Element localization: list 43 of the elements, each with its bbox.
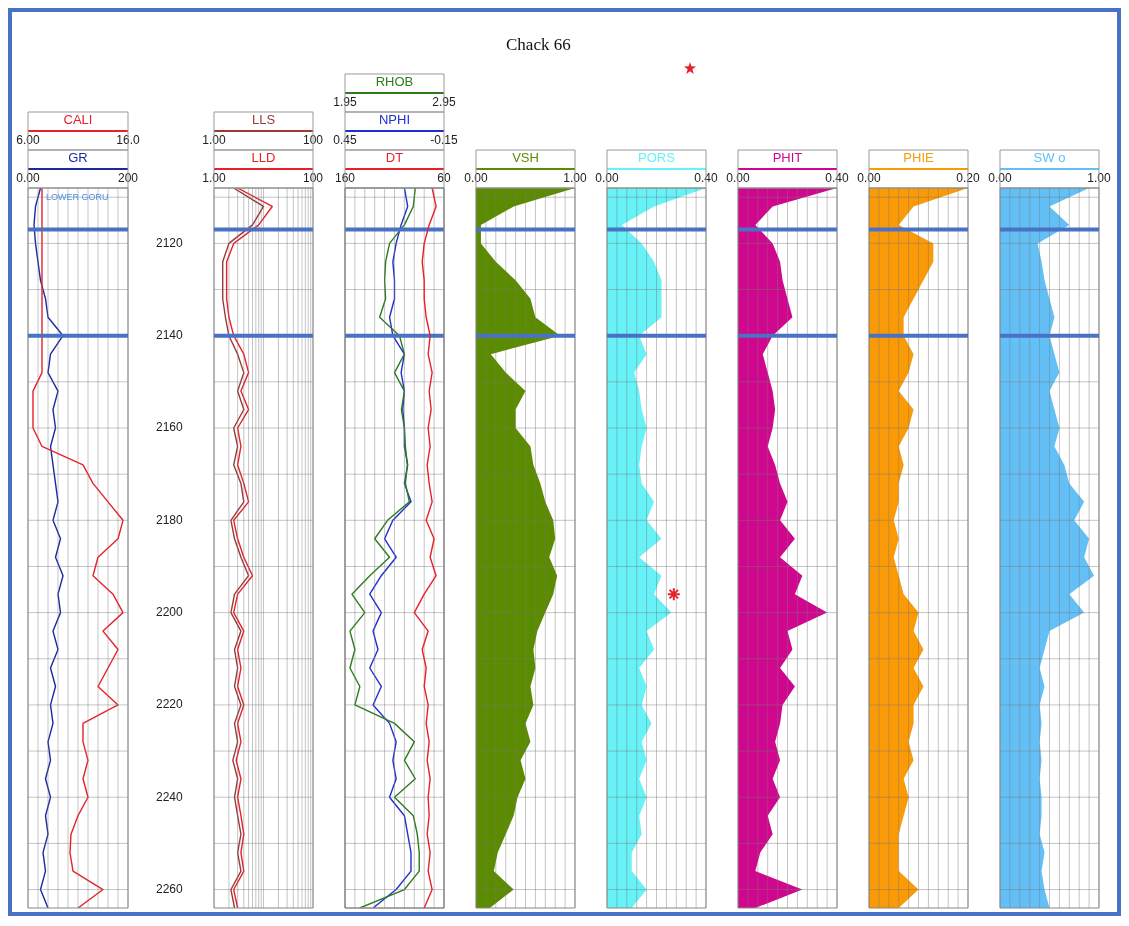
x2-tick-label: 200 (117, 171, 139, 186)
text: NPHI (378, 112, 411, 128)
x-tick-label: 16.0 (116, 133, 140, 148)
series-label: VSH (512, 150, 539, 166)
text: LLS (251, 112, 276, 128)
text: DT (385, 150, 404, 166)
x-tick-label: 100 (302, 171, 324, 186)
text: LLD (251, 150, 276, 166)
x-tick-label: 1.00 (563, 171, 587, 186)
x-tick-label: 6.00 (16, 133, 40, 148)
x-tick-label: 0.20 (956, 171, 980, 186)
y-tick-label: 2140 (156, 328, 184, 342)
x-tick-label: 2.95 (432, 95, 456, 110)
x-tick-label: 1.00 (1087, 171, 1111, 186)
x-tick-label: 0.40 (694, 171, 718, 186)
series-label: PORS (638, 150, 676, 166)
x-tick-label: 0.00 (857, 171, 881, 186)
y-tick-label: 2240 (156, 789, 184, 804)
y-tick-label: 2200 (156, 604, 184, 619)
x-tick-label: 0.00 (595, 171, 619, 186)
y-tick-label: 2160 (156, 420, 184, 435)
y-tick-label: 2180 (156, 512, 184, 527)
series-label: SW o (1033, 150, 1066, 166)
x2-tick-label: 0.45 (333, 133, 357, 148)
y-tick-label: 2260 (156, 881, 184, 896)
x-tick-label: 0.00 (464, 171, 488, 186)
x2-tick-label: -0.15 (430, 133, 458, 148)
x-tick-label: 0.40 (825, 171, 849, 186)
text: CALI (63, 112, 93, 128)
x-tick-label: 60 (437, 171, 451, 186)
chart-title: Chack 66 (506, 35, 571, 55)
x-tick-label: 1.00 (202, 171, 226, 186)
y-tick-label: 2120 (156, 235, 184, 250)
series-label: PHIT (772, 150, 803, 166)
text: RHOB (375, 74, 414, 90)
y-tick-label: 2220 (156, 697, 184, 712)
series-label: PHIE (903, 150, 934, 166)
x-tick-label: 1.95 (333, 95, 357, 110)
text: GR (68, 150, 88, 166)
x-tick-label: 0.00 (988, 171, 1012, 186)
annotation: LOWER GORU (46, 192, 109, 203)
x-tick-label: 0.00 (726, 171, 750, 186)
x-tick-label: 160 (334, 171, 356, 186)
